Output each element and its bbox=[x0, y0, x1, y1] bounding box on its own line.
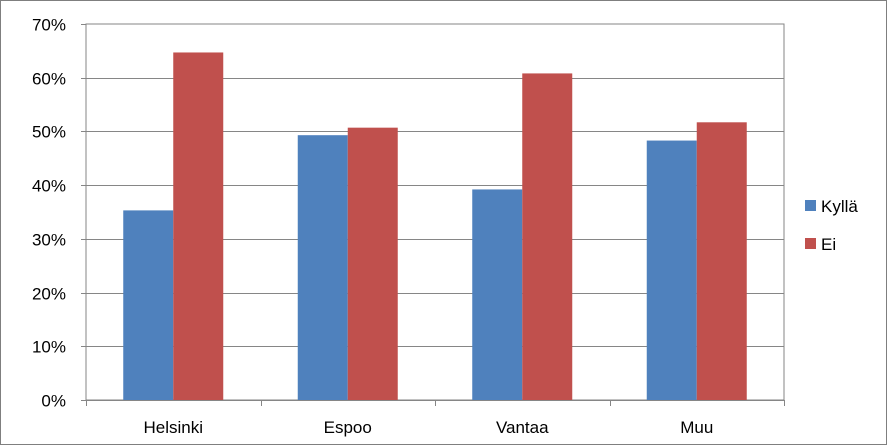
x-category-label: Vantaa bbox=[496, 418, 549, 437]
bar-ei-vantaa bbox=[522, 73, 573, 400]
y-tick-label: 70% bbox=[32, 16, 66, 35]
bar-kyll--muu bbox=[646, 140, 697, 400]
y-tick-label: 0% bbox=[41, 392, 66, 411]
y-tick-label: 50% bbox=[32, 123, 66, 142]
bar-kyll--helsinki bbox=[123, 210, 174, 400]
y-tick-label: 60% bbox=[32, 70, 66, 89]
y-tick-label: 30% bbox=[32, 231, 66, 250]
y-tick-label: 40% bbox=[32, 177, 66, 196]
bar-kyll--vantaa bbox=[472, 189, 523, 400]
bar-ei-muu bbox=[696, 122, 747, 400]
legend-swatch bbox=[805, 200, 816, 211]
legend-label: Ei bbox=[821, 235, 836, 254]
y-tick-label: 20% bbox=[32, 285, 66, 304]
x-category-label: Muu bbox=[680, 418, 713, 437]
legend-swatch bbox=[805, 238, 816, 249]
bar-ei-espoo bbox=[347, 127, 398, 400]
y-tick-label: 10% bbox=[32, 338, 66, 357]
legend-label: Kyllä bbox=[821, 197, 858, 216]
bar-kyll--espoo bbox=[297, 135, 348, 400]
x-category-label: Espoo bbox=[324, 418, 372, 437]
bar-ei-helsinki bbox=[173, 52, 224, 401]
x-category-label: Helsinki bbox=[143, 418, 203, 437]
